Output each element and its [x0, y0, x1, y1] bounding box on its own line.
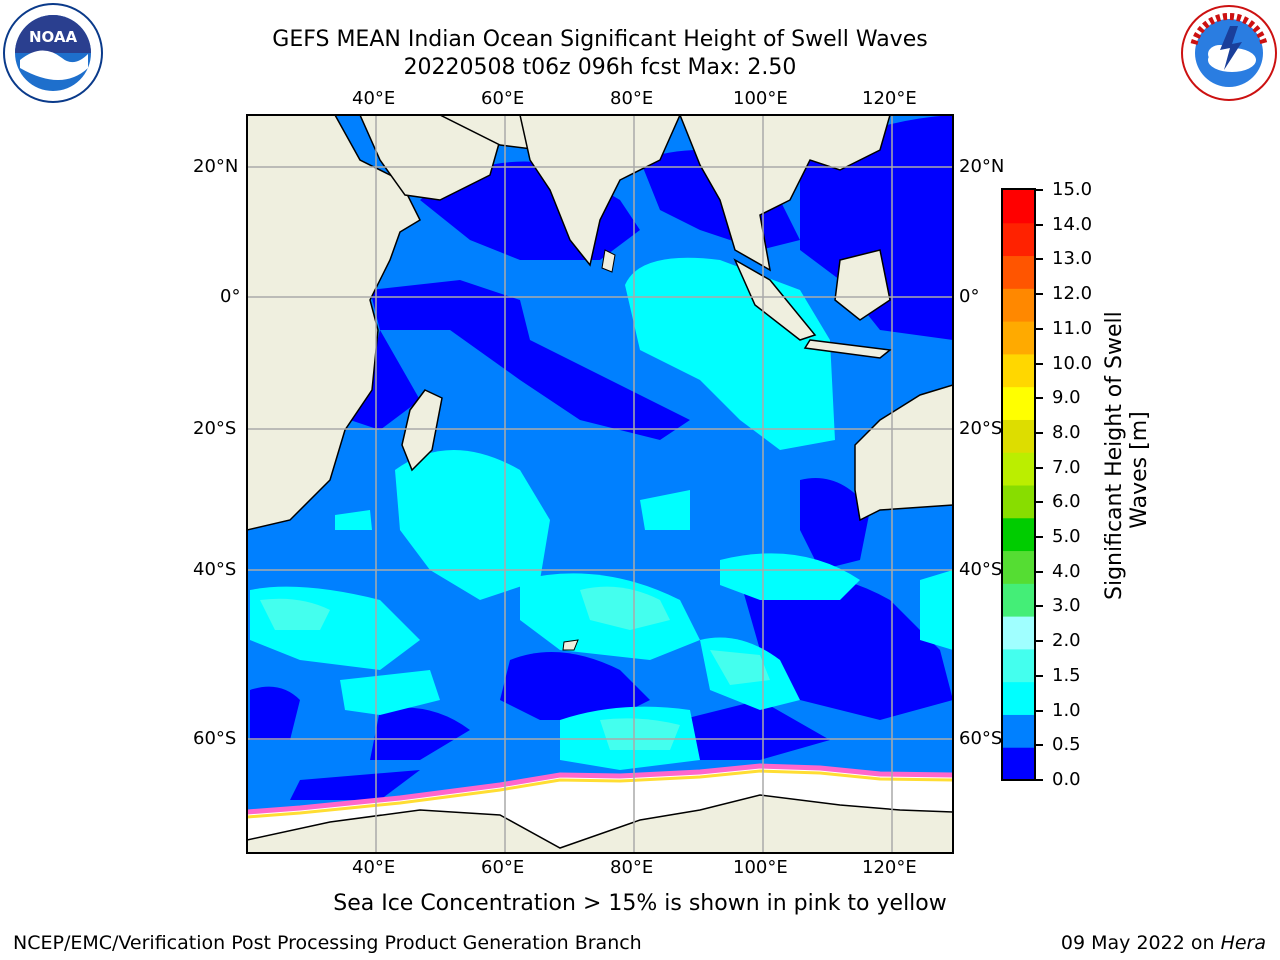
colorbar-tick-label: 6.0: [1052, 491, 1081, 513]
colorbar-cell: [1003, 452, 1035, 486]
lat-tick-left: 0°: [220, 286, 241, 307]
colorbar-tick-mark: [1036, 709, 1043, 712]
chart-subtitle: 20220508 t06z 096h fcst Max: 2.50: [403, 55, 797, 80]
colorbar-label: Significant Height of Swell: [1101, 311, 1129, 600]
colorbar-cell: [1003, 747, 1035, 781]
lon-tick-bottom: 60°E: [481, 857, 525, 878]
colorbar-tick-label: 12.0: [1052, 283, 1093, 305]
colorbar-tick-label: 11.0: [1052, 317, 1093, 339]
colorbar-tick-label: 2.0: [1052, 630, 1081, 652]
colorbar-tick-label: 5.0: [1052, 526, 1081, 548]
lat-tick-left: 20°N: [193, 156, 239, 177]
colorbar-tick-mark: [1036, 605, 1043, 608]
colorbar-cell: [1003, 648, 1035, 683]
lat-tick-right: 20°N: [959, 156, 1005, 177]
colorbar-cell: [1003, 321, 1035, 355]
colorbar-cell: [1003, 517, 1035, 552]
noaa-logo: NOAA: [3, 3, 103, 103]
colorbar-tick-label: 14.0: [1052, 213, 1093, 235]
colorbar-tick-label: 0.0: [1052, 769, 1081, 790]
lat-tick-left: 60°S: [193, 728, 237, 749]
lat-tick-right: 40°S: [959, 559, 1003, 580]
sea-ice-edge: [247, 763, 953, 815]
lon-tick-top: 40°E: [352, 88, 396, 109]
land-india: [519, 115, 681, 267]
colorbar-tick-label: 7.0: [1052, 456, 1081, 478]
land-antarctica: [247, 794, 953, 853]
colorbar-cell: [1003, 288, 1035, 322]
land-se-asia: [679, 115, 891, 272]
colorbar-tick-mark: [1036, 744, 1043, 747]
colorbar-tick-mark: [1036, 397, 1043, 400]
colorbar-cell: [1003, 222, 1035, 257]
colorbar-label-line1: Significant Height of Swell: [1102, 311, 1127, 600]
colorbar-tick-label: 8.0: [1052, 421, 1081, 443]
colorbar-cell: [1003, 583, 1035, 617]
colorbar-tick-label: 0.5: [1052, 734, 1081, 756]
lon-tick-top: 120°E: [862, 88, 917, 109]
colorbar-tick-mark: [1036, 536, 1043, 539]
lat-tick-left: 20°S: [193, 418, 237, 439]
footer-host: Hera: [1220, 932, 1266, 954]
colorbar-label-line2: Waves [m]: [1127, 411, 1152, 529]
colorbar-tick-label: 1.5: [1052, 664, 1081, 686]
colorbar-tick-mark: [1036, 640, 1043, 643]
map-gridlines: [247, 115, 953, 853]
lat-tick-right: 60°S: [959, 728, 1003, 749]
land-australia: [854, 384, 953, 522]
colorbar-tick-mark: [1036, 431, 1043, 434]
colorbar-tick-label: 15.0: [1052, 179, 1093, 200]
colorbar-cell: [1003, 714, 1035, 748]
lat-tick-left: 40°S: [193, 559, 237, 580]
footer-date-text: 09 May 2022 on: [1060, 932, 1215, 954]
chart-title: GEFS MEAN Indian Ocean Significant Heigh…: [272, 27, 928, 52]
land-madagascar: [401, 389, 443, 472]
footer-credit: NCEP/EMC/Verification Post Processing Pr…: [13, 932, 642, 954]
lon-tick-top: 100°E: [733, 88, 788, 109]
colorbar-tick-mark: [1036, 293, 1043, 296]
lat-tick-right: 20°S: [959, 418, 1003, 439]
colorbar-tick-mark: [1036, 327, 1043, 330]
colorbar-cell: [1003, 255, 1035, 289]
colorbar-cell: [1003, 386, 1035, 420]
colorbar-tick-label: 4.0: [1052, 560, 1081, 582]
lon-tick-bottom: 120°E: [862, 857, 917, 878]
colorbar-tick-mark: [1036, 674, 1043, 677]
nws-logo: [1181, 5, 1277, 101]
lon-tick-top: 80°E: [610, 88, 654, 109]
colorbar-tick-label: 1.0: [1052, 699, 1081, 721]
colorbar-cell: [1003, 190, 1035, 224]
colorbar-tick-mark: [1036, 362, 1043, 365]
colorbar-cell: [1003, 419, 1035, 453]
colorbar-tick-mark: [1036, 466, 1043, 469]
lon-tick-bottom: 40°E: [352, 857, 396, 878]
colorbar-tick-mark: [1036, 570, 1043, 573]
colorbar-tick-label: 3.0: [1052, 595, 1081, 617]
colorbar-label-group: Waves [m]: [1126, 340, 1154, 600]
lon-tick-bottom: 100°E: [733, 857, 788, 878]
lon-tick-bottom: 80°E: [610, 857, 654, 878]
colorbar-tick-label: 10.0: [1052, 352, 1093, 374]
colorbar-cell: [1003, 616, 1035, 650]
colorbar-cell: [1003, 353, 1035, 388]
colorbar-cell: [1003, 485, 1035, 519]
colorbar-tick-label: 9.0: [1052, 387, 1081, 409]
colorbar-tick-mark: [1036, 501, 1043, 504]
colorbar-tick-mark: [1036, 258, 1043, 261]
map-frame: [246, 114, 954, 854]
colorbar: [1001, 188, 1036, 781]
colorbar-cell: [1003, 681, 1035, 715]
noaa-logo-text: NOAA: [29, 28, 78, 46]
sea-ice-caption: Sea Ice Concentration > 15% is shown in …: [333, 891, 947, 916]
lat-tick-right: 0°: [959, 286, 980, 307]
wave-band-15-20: [260, 586, 770, 750]
colorbar-tick-mark: [1036, 779, 1043, 781]
colorbar-tick-mark: [1036, 223, 1043, 226]
colorbar-cell: [1003, 550, 1035, 584]
lon-tick-top: 60°E: [481, 88, 525, 109]
colorbar-tick-mark: [1036, 189, 1043, 191]
colorbar-tick-label: 13.0: [1052, 248, 1093, 270]
footer-date: 09 May 2022 on Hera: [1061, 932, 1266, 954]
